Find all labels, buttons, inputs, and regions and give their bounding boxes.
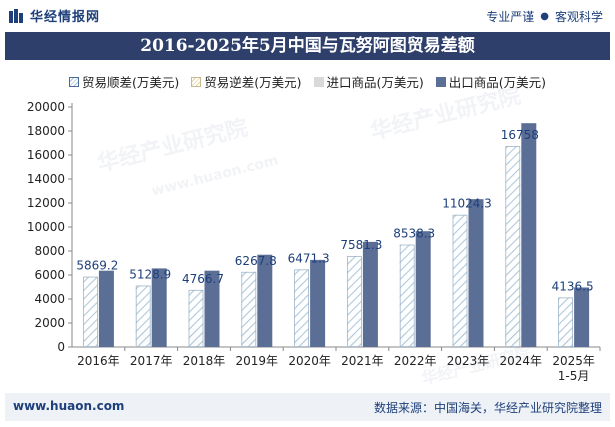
surplus-bar: [558, 297, 574, 347]
export-bar: [415, 231, 431, 347]
chart-bars: [82, 123, 590, 347]
legend-swatch-export: [435, 76, 446, 87]
footer-source: 数据来源：中国海关，华经产业研究院整理: [373, 401, 602, 415]
surplus-bar: [452, 214, 468, 347]
surplus-bar: [399, 244, 415, 347]
surplus-data-label: 11024.3: [442, 197, 492, 211]
x-tick-label: 2016年: [77, 354, 120, 368]
chart-data-labels: 5869.2 5128.9 4766.7 6267.8 6471.3 7581.3 8538…: [76, 128, 593, 293]
surplus-bar: [294, 269, 310, 347]
slogan-right: 客观科学: [554, 10, 603, 24]
surplus-bar-outline: [83, 276, 98, 347]
y-tick-label: 14000: [27, 172, 65, 186]
surplus-data-label: 4136.5: [552, 279, 594, 293]
surplus-data-label: 5128.9: [129, 267, 171, 281]
y-tick-label: 4000: [34, 292, 65, 306]
export-bar: [204, 270, 220, 347]
logo-text: 华经情报网: [30, 10, 101, 25]
surplus-data-label: 7581.3: [340, 238, 382, 252]
surplus-bar-outline: [346, 256, 362, 347]
surplus-bar-outline: [135, 285, 151, 347]
x-tick-label: 2020年: [288, 354, 331, 368]
footer-website: www.huaon.com: [13, 399, 125, 413]
surplus-bar-outline: [558, 297, 573, 347]
surplus-data-label: 5869.2: [76, 259, 118, 273]
x-tick-label: 2024年: [500, 354, 543, 368]
legend-label-surplus: 贸易顺差(万美元): [81, 75, 180, 90]
export-bar: [151, 268, 167, 347]
y-tick-label: 16000: [27, 148, 65, 162]
surplus-data-label: 6471.3: [288, 251, 330, 265]
x-tick-label: 2022年: [394, 354, 437, 368]
legend-item-import: 进口商品(万美元): [313, 72, 424, 91]
y-tick-label: 6000: [34, 268, 65, 282]
surplus-data-label: 8538.3: [393, 227, 435, 241]
x-tick-label: 2019年: [236, 354, 279, 368]
slogan-separator: ●: [540, 11, 549, 22]
x-tick-label: 2025年: [552, 354, 595, 368]
surplus-bar: [188, 289, 204, 347]
export-bar: [521, 123, 537, 347]
export-bar: [98, 270, 114, 347]
export-bar: [468, 199, 484, 347]
surplus-bar-outline: [399, 244, 415, 347]
y-tick-label: 2000: [34, 316, 65, 330]
legend-item-deficit: 贸易逆差(万美元): [191, 72, 302, 91]
slogan: 专业严谨 ● 客观科学: [486, 8, 603, 25]
legend-swatch-deficit: [191, 76, 202, 87]
x-tick-label: 1-5月: [558, 369, 590, 383]
surplus-bar-outline: [188, 289, 204, 347]
y-tick-label: 18000: [27, 124, 65, 138]
legend-swatch-surplus: [68, 76, 79, 87]
slogan-left: 专业严谨: [486, 10, 535, 24]
top-bar: 华经情报网 专业严谨 ● 客观科学: [0, 0, 615, 30]
y-tick-label: 20000: [27, 100, 65, 114]
surplus-data-label: 16758: [501, 128, 539, 142]
export-bar: [310, 259, 326, 347]
legend-label-export: 出口商品(万美元): [448, 75, 547, 90]
surplus-bar: [241, 271, 257, 347]
x-tick-label: 2018年: [183, 354, 226, 368]
legend-label-import: 进口商品(万美元): [326, 75, 424, 90]
surplus-bar-outline: [505, 146, 521, 347]
surplus-bar-outline: [294, 269, 310, 347]
surplus-bar: [346, 256, 362, 347]
x-tick-label: 2023年: [447, 354, 490, 368]
legend-item-surplus: 贸易顺差(万美元): [68, 72, 180, 91]
legend-swatch-import: [313, 76, 324, 87]
surplus-bar: [505, 145, 521, 347]
y-tick-label: 0: [57, 340, 65, 354]
logo-icon: [9, 8, 23, 23]
footer: www.huaon.com 数据来源：中国海关，华经产业研究院整理: [5, 393, 610, 421]
surplus-bar: [82, 276, 98, 347]
x-tick-label: 2021年: [341, 354, 384, 368]
y-tick-label: 12000: [27, 196, 65, 210]
legend-item-export: 出口商品(万美元): [435, 72, 547, 91]
surplus-bar-outline: [241, 271, 257, 347]
logo: 华经情报网: [8, 6, 100, 25]
y-tick-label: 10000: [27, 220, 65, 234]
legend-label-deficit: 贸易逆差(万美元): [204, 75, 302, 90]
surplus-bar: [135, 285, 151, 347]
export-bar: [257, 254, 273, 347]
export-bar: [362, 241, 378, 347]
surplus-data-label: 4766.7: [182, 272, 224, 286]
y-tick-label: 8000: [34, 244, 65, 258]
x-tick-label: 2017年: [130, 354, 173, 368]
surplus-bar-outline: [452, 214, 468, 347]
chart-legend: 贸易顺差(万美元) 贸易逆差(万美元) 进口商品(万美元) 出口商品(万美元): [0, 72, 615, 91]
chart-title: 2016-2025年5月中国与瓦努阿图贸易差额: [5, 32, 610, 60]
export-bar: [574, 287, 590, 347]
surplus-data-label: 6267.8: [235, 254, 277, 268]
